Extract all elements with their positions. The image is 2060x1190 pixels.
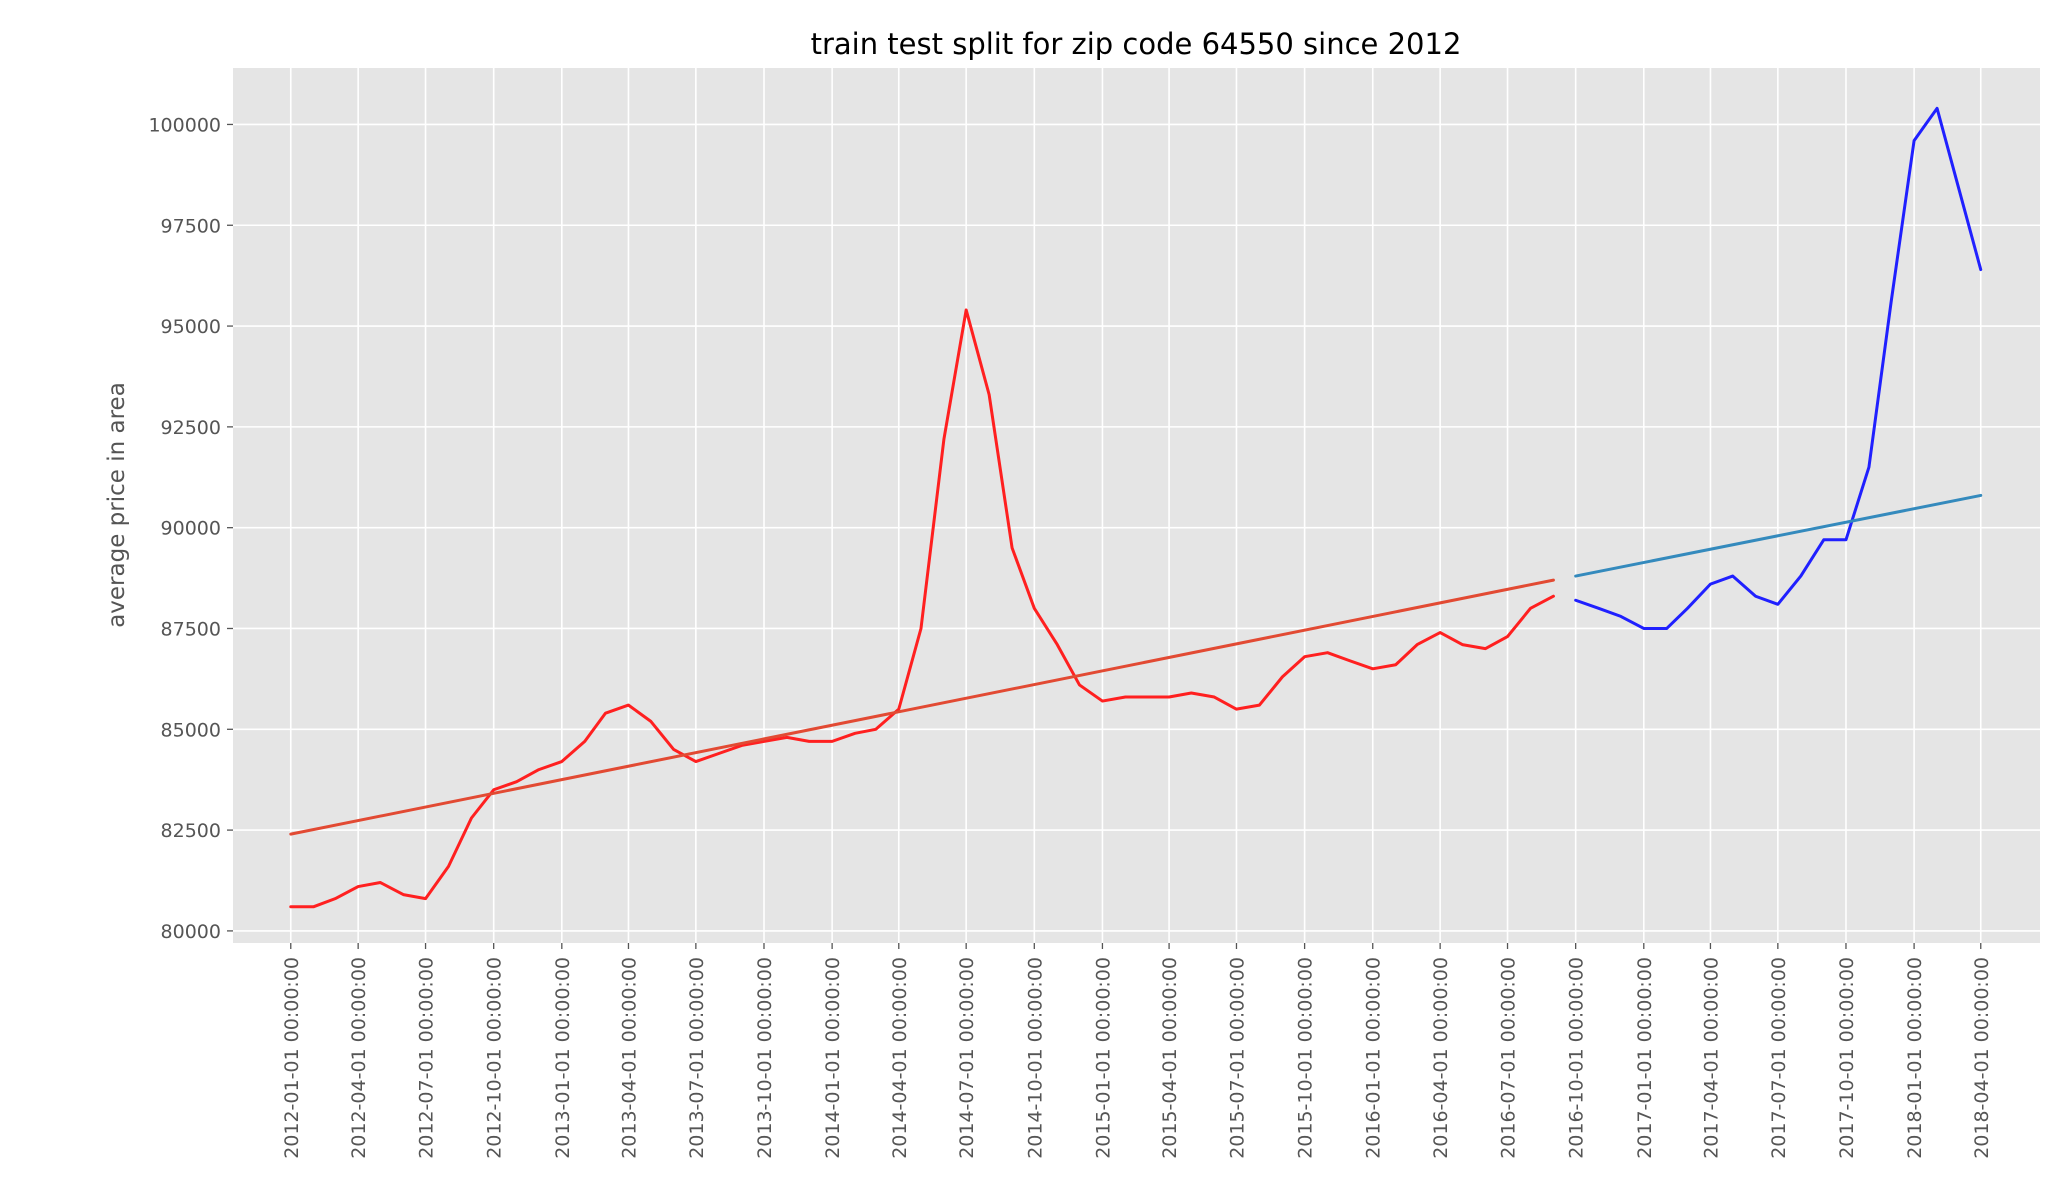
y-axis-label: average price in area: [104, 382, 130, 628]
x-tick-label: 2012-10-01 00:00:00: [484, 957, 506, 1159]
y-tick-label: 90000: [161, 518, 221, 540]
x-tick-label: 2013-07-01 00:00:00: [686, 957, 708, 1159]
y-tick-label: 97500: [161, 215, 221, 237]
y-gridlines: [233, 123, 2040, 932]
y-axis: 80000 82500 85000 87500 90000 92500 95000 97500…: [148, 114, 233, 943]
y-tick-label: 80000: [161, 921, 221, 943]
plot-area: [233, 68, 2040, 943]
y-tick-label: 82500: [161, 820, 221, 842]
x-tick-label: 2016-07-01 00:00:00: [1498, 957, 1520, 1159]
y-tick-label: 100000: [148, 114, 221, 136]
x-tick-label: 2012-01-01 00:00:00: [281, 957, 303, 1159]
y-tick-label: 87500: [161, 618, 221, 640]
x-tick-label: 2013-04-01 00:00:00: [618, 957, 640, 1159]
x-tick-label: 2015-01-01 00:00:00: [1092, 957, 1114, 1159]
x-tick-label: 2014-04-01 00:00:00: [889, 957, 911, 1159]
x-tick-label: 2018-04-01 00:00:00: [1971, 957, 1993, 1159]
series-line-2: [289, 578, 1555, 836]
x-tick-label: 2016-04-01 00:00:00: [1430, 957, 1452, 1159]
x-tick-label: 2016-10-01 00:00:00: [1566, 957, 1588, 1159]
chart-title: train test split for zip code 64550 sinc…: [811, 27, 1462, 61]
x-tick-label: 2015-04-01 00:00:00: [1159, 957, 1181, 1159]
x-tick-label: 2017-01-01 00:00:00: [1634, 957, 1656, 1159]
series-line-4: [1574, 493, 1983, 578]
x-tick-label: 2014-01-01 00:00:00: [822, 957, 844, 1159]
x-tick-label: 2014-10-01 00:00:00: [1024, 957, 1046, 1159]
x-tick-label: 2012-07-01 00:00:00: [416, 957, 438, 1159]
x-tick-label: 2018-01-01 00:00:00: [1904, 957, 1926, 1159]
x-tick-label: 2015-10-01 00:00:00: [1295, 957, 1317, 1159]
x-tick-label: 2013-01-01 00:00:00: [552, 957, 574, 1159]
y-tick-label: 95000: [161, 316, 221, 338]
series-line-1: [289, 308, 1555, 909]
x-tick-label: 2015-07-01 00:00:00: [1226, 957, 1248, 1159]
x-tick-label: 2013-10-01 00:00:00: [754, 957, 776, 1159]
x-axis: 2012-01-01 00:00:00 2012-04-01 00:00:00 20…: [281, 943, 1993, 1159]
x-tick-label: 2016-01-01 00:00:00: [1363, 957, 1385, 1159]
x-tick-label: 2012-04-01 00:00:00: [348, 957, 370, 1159]
x-gridlines: [289, 68, 1982, 943]
series-layer: [289, 106, 1983, 909]
series-line-3: [1574, 106, 1983, 630]
y-tick-label: 92500: [161, 417, 221, 439]
x-tick-label: 2017-07-01 00:00:00: [1768, 957, 1790, 1159]
x-tick-label: 2017-04-01 00:00:00: [1700, 957, 1722, 1159]
x-tick-label: 2017-10-01 00:00:00: [1836, 957, 1858, 1159]
x-tick-label: 2014-07-01 00:00:00: [956, 957, 978, 1159]
y-tick-label: 85000: [161, 719, 221, 741]
